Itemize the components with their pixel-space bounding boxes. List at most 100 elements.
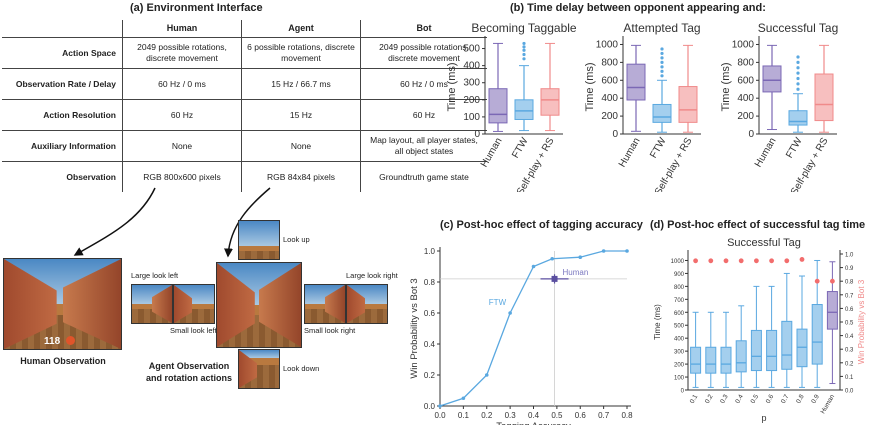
hud-icon	[66, 336, 75, 345]
y-tick-label: 0.6	[424, 309, 436, 318]
x-axis-label: p	[761, 413, 766, 423]
ftw-series-line	[439, 250, 627, 407]
y-tick-label: 200	[463, 95, 480, 106]
y-tick-label: 500	[463, 44, 480, 55]
large-look-left-image	[131, 284, 173, 324]
table-row: Action Resolution 60 Hz 15 Hz 60 Hz	[2, 99, 487, 131]
y-axis-label: Time (ms)	[446, 62, 458, 111]
win-probability-point	[693, 258, 698, 264]
x-tick-label: 0.6	[765, 393, 776, 405]
y-tick-label: 400	[674, 337, 685, 343]
table-cell: 60 Hz	[122, 99, 242, 131]
table-cell: 2049 possible rotations, discrete moveme…	[122, 37, 242, 69]
y-right-tick-label: 0.3	[845, 348, 854, 354]
ftw-data-point	[461, 396, 466, 401]
look-down-image	[238, 349, 280, 389]
panel-b-chart: Becoming Taggable Time (ms) 0 100 200 300 400 5…	[446, 21, 839, 192]
box-p-0.2	[705, 346, 717, 374]
box-human	[488, 88, 508, 124]
x-tick-label: 0.1	[458, 411, 470, 420]
y-tick-label: 200	[737, 111, 754, 122]
x-tick-label: FTW	[648, 136, 669, 161]
x-tick-label: Human	[820, 393, 837, 415]
y-tick-label: 100	[674, 376, 685, 382]
small-look-right-image	[304, 284, 346, 324]
outlier-point	[660, 47, 664, 51]
table-cell: 60 Hz	[360, 99, 487, 131]
table-row: Observation RGB 800x600 pixels RGB 84x84…	[2, 161, 487, 192]
y-tick-label: 200	[601, 111, 618, 122]
box-human	[626, 63, 646, 101]
win-probability-point	[738, 258, 744, 264]
outlier-point	[796, 82, 800, 86]
y-tick-label: 1.0	[424, 247, 436, 256]
table-cell: 60 Hz / 0 ms	[122, 68, 242, 100]
y-tick-label: 200	[674, 363, 685, 369]
table-cell: 15 Hz / 66.7 ms	[241, 68, 361, 100]
x-tick-label: 0.4	[528, 411, 540, 420]
x-axis-label: Tagging Accuracy	[496, 421, 571, 425]
ftw-data-point	[625, 249, 629, 253]
row-label: Action Resolution	[2, 99, 123, 131]
human-arrow	[73, 187, 156, 256]
box-self-play-rs	[540, 88, 560, 116]
box-p-0.4	[735, 340, 747, 373]
y-tick-label: 800	[674, 285, 685, 291]
win-probability-point	[799, 257, 805, 262]
table-cell: RGB 84x84 pixels	[241, 161, 361, 192]
x-tick-label: Human	[753, 136, 779, 169]
box-p-0.3	[720, 346, 732, 374]
y-tick-label: 0	[681, 389, 685, 395]
outlier-point	[796, 55, 800, 59]
y-tick-label: 800	[601, 57, 618, 68]
x-tick-label: 0.2	[704, 393, 715, 405]
row-label: Observation Rate / Delay	[2, 68, 123, 100]
panel-c-chart: 0.0 0.2 0.4 0.6 0.8 1.0 0.0 0.1 0.2 0.3 0.4 0.5 0.6 0…	[409, 247, 633, 425]
y-tick-label: 300	[463, 78, 480, 89]
ftw-data-point	[531, 264, 536, 269]
y-tick-label: 0	[748, 129, 754, 140]
subplot-title: Successful Tag	[758, 21, 839, 35]
x-tick-label: 0.7	[780, 393, 791, 405]
x-tick-label: Human	[617, 136, 643, 169]
ftw-data-point	[578, 255, 583, 259]
x-tick-label: FTW	[784, 136, 805, 161]
y-axis-label: Time (ms)	[584, 62, 596, 111]
panel-a-title: (a) Environment Interface	[130, 2, 263, 14]
panel-d-chart: Successful Tag 0 100 200 300 400 500 600 700 800 9…	[653, 237, 866, 423]
y-axis-right-label: Win Probability vs Bot 3	[857, 279, 866, 364]
y-tick-label: 700	[674, 298, 685, 304]
y-tick-label: 400	[463, 61, 480, 72]
y-tick-label: 0	[612, 129, 618, 140]
y-right-tick-label: 0.8	[845, 280, 854, 286]
x-tick-label: 0.1	[689, 393, 700, 405]
ftw-data-point	[508, 311, 512, 315]
outlier-point	[660, 65, 664, 69]
y-right-tick-label: 0.6	[845, 307, 854, 313]
win-probability-point	[784, 258, 790, 264]
outlier-point	[660, 74, 664, 78]
table-row: Action Space 2049 possible rotations, di…	[2, 37, 487, 69]
y-tick-label: 900	[674, 272, 685, 278]
y-right-tick-label: 0.9	[845, 266, 854, 272]
panel-d-title: (d) Post-hoc effect of successful tag ti…	[650, 219, 866, 231]
agent-observation-caption: Agent Observation and rotation actions	[145, 361, 232, 383]
human-data-point	[551, 275, 558, 282]
y-right-tick-label: 1.0	[845, 253, 854, 259]
x-tick-label: 0.8	[621, 411, 633, 420]
table-cell: 2049 possible rotations, discrete moveme…	[360, 37, 487, 69]
table-row: Auxiliary Information None None Map layo…	[2, 130, 487, 162]
y-tick-label: 0	[474, 129, 480, 140]
large-look-right-label: Large look right	[346, 271, 398, 280]
box-p-0.6	[766, 329, 778, 372]
y-tick-label: 100	[463, 112, 480, 123]
y-tick-label: 1000	[596, 39, 619, 50]
x-tick-label: Human	[479, 136, 505, 169]
subplot-title: Successful Tag	[727, 237, 801, 249]
outlier-point	[522, 45, 526, 49]
table-cell: RGB 800x600 pixels	[122, 161, 242, 192]
outlier-point	[796, 76, 800, 81]
table-row: Observation Rate / Delay 60 Hz / 0 ms 15…	[2, 68, 487, 100]
box-self-play-rs	[814, 73, 834, 122]
y-tick-label: 0.2	[424, 371, 436, 380]
